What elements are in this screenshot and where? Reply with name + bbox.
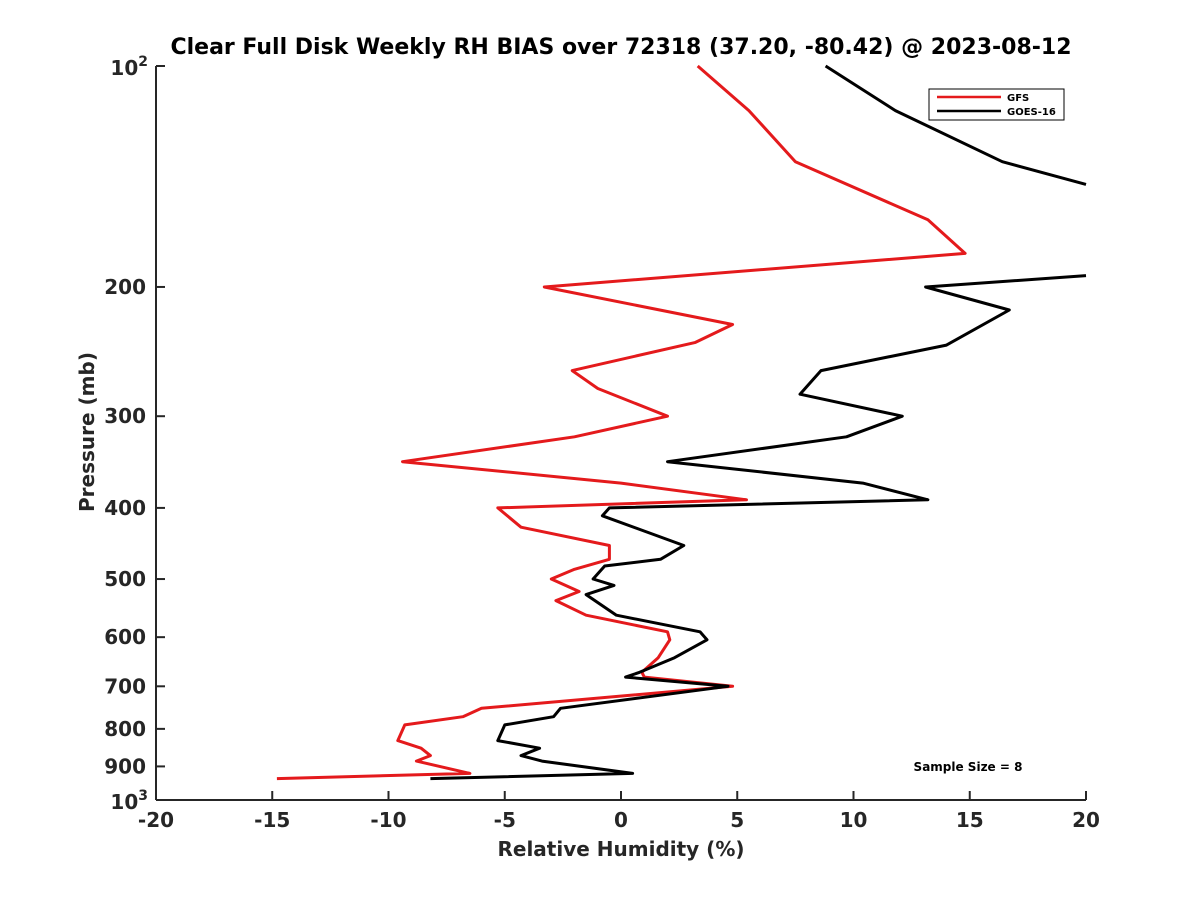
- y-tick-base: 10: [110, 790, 138, 814]
- series-line-goes-16-1: [430, 274, 1087, 781]
- legend-label-gfs: GFS: [1007, 93, 1029, 104]
- series-line-goes-16: [824, 64, 1087, 186]
- x-tick-label: 20: [1072, 808, 1100, 832]
- x-tick-label: 15: [956, 808, 984, 832]
- y-tick-label: 300: [104, 404, 146, 428]
- sample-size-annotation: Sample Size = 8: [914, 760, 1023, 774]
- x-tick-label: -20: [138, 808, 174, 832]
- x-axis-label: Relative Humidity (%): [497, 837, 744, 861]
- y-tick-label: 500: [104, 567, 146, 591]
- series-layer: [276, 64, 1087, 781]
- series-line-gfs: [276, 64, 967, 781]
- y-tick-base: 10: [110, 56, 138, 80]
- y-tick-exponent: 3: [138, 788, 148, 804]
- legend-label-goes-16: GOES-16: [1007, 107, 1056, 118]
- x-tick-label: 5: [730, 808, 744, 832]
- y-tick-label: 200: [104, 275, 146, 299]
- chart-title: Clear Full Disk Weekly RH BIAS over 7231…: [170, 35, 1071, 60]
- x-tick-label: -5: [494, 808, 516, 832]
- y-tick-exponent: 2: [138, 54, 148, 70]
- y-tick-label: 102: [110, 54, 148, 80]
- y-tick-label: 800: [104, 717, 146, 741]
- y-axis-label: Pressure (mb): [75, 352, 99, 512]
- x-tick-label: 0: [614, 808, 628, 832]
- legend-box: [928, 88, 1065, 121]
- y-tick-label: 103: [110, 788, 148, 814]
- x-tick-label: -15: [254, 808, 290, 832]
- x-tick-label: -10: [370, 808, 406, 832]
- axes-layer: -20 -15 -10 -5 0 5 10 15 20102200300400500600700…: [104, 54, 1100, 832]
- y-tick-label: 600: [104, 625, 146, 649]
- y-tick-label: 400: [104, 496, 146, 520]
- y-tick-label: 700: [104, 674, 146, 698]
- x-tick-label: 10: [840, 808, 868, 832]
- y-tick-label: 900: [104, 754, 146, 778]
- plot-frame: [156, 66, 1086, 800]
- legend: GFS GOES-16: [928, 88, 1065, 121]
